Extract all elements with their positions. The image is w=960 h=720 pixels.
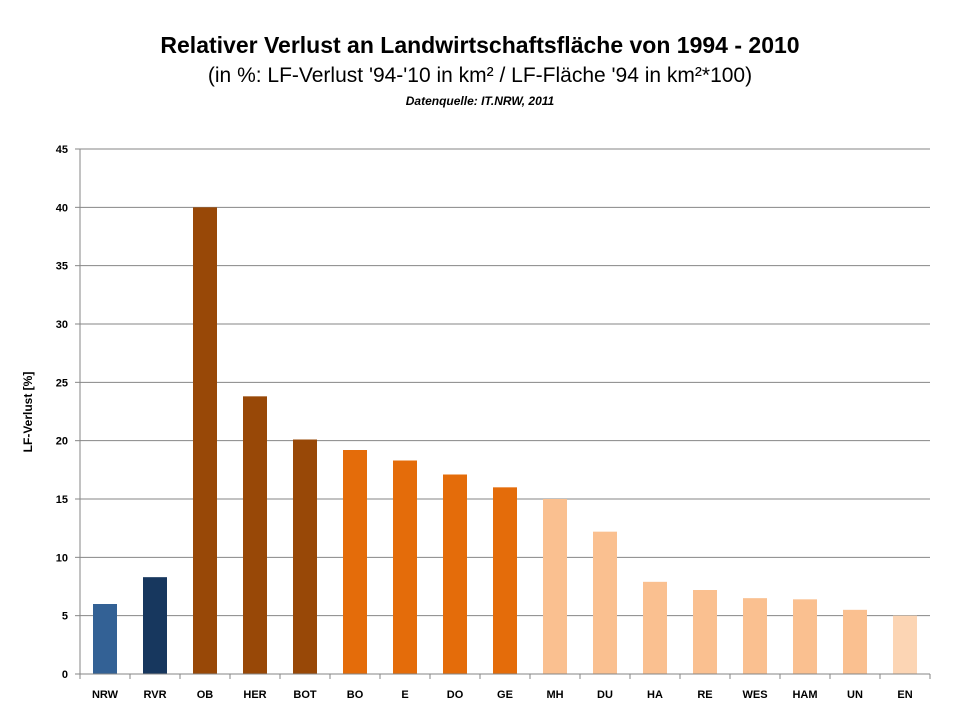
chart-subtitle: (in %: LF-Verlust '94-'10 in km² / LF-Fl… [207,64,753,87]
bar-ge [493,487,517,674]
bar-wes [743,598,767,674]
x-tick-label: RE [697,689,712,701]
x-tick-labels: NRW RVR OB HER BOT BO E DO GE MH DU HA RE WES HAM UN EN [92,689,913,701]
y-axis-label: LF-Verlust [%] [21,372,35,453]
y-tick-label: 0 [62,669,68,681]
bar-en [893,615,917,674]
chart-source: Datenquelle: IT.NRW, 2011 [405,94,555,108]
y-tick-label: 35 [56,261,68,273]
x-tick-label: UN [847,689,863,701]
y-tick-label: 40 [56,202,68,214]
bar-rvr [143,577,167,674]
x-tick-label: WES [742,689,767,701]
x-tick-label: HA [647,689,663,701]
x-tick-label: NRW [92,689,119,701]
bar-her [243,396,267,674]
bar-du [593,531,617,674]
y-tick-label: 25 [56,377,68,389]
axes [75,149,931,679]
y-tick-label: 45 [56,144,68,156]
y-tick-label: 20 [56,436,68,448]
x-tick-label: HER [243,689,266,701]
x-tick-label: RVR [143,689,166,701]
x-tick-label: DO [447,689,464,701]
x-tick-label: E [401,689,408,701]
y-tick-label: 10 [56,552,68,564]
bar-un [843,609,867,674]
bar-ham [793,599,817,674]
bar-bo [343,450,367,674]
y-tick-labels: 0 5 10 15 20 25 30 35 40 45 [56,144,68,681]
x-tick-label: BOT [293,689,317,701]
x-tick-label: DU [597,689,613,701]
bar-mh [543,499,567,674]
bar-do [443,474,467,674]
bar-re [693,590,717,674]
bar-bot [293,439,317,674]
chart-title: Relativer Verlust an Landwirtschaftsfläc… [160,32,800,58]
x-tick-label: MH [546,689,563,701]
y-tick-label: 15 [56,494,68,506]
bars [93,207,917,675]
bar-e [393,460,417,674]
y-tick-label: 30 [56,319,68,331]
bar-nrw [93,604,117,674]
x-tick-label: GE [497,689,513,701]
y-tick-label: 5 [62,611,68,623]
x-tick-label: BO [347,689,364,701]
x-tick-label: HAM [792,689,817,701]
bar-ha [643,581,667,674]
x-tick-label: OB [197,689,214,701]
x-tick-label: EN [897,689,912,701]
bar-ob [193,207,217,675]
